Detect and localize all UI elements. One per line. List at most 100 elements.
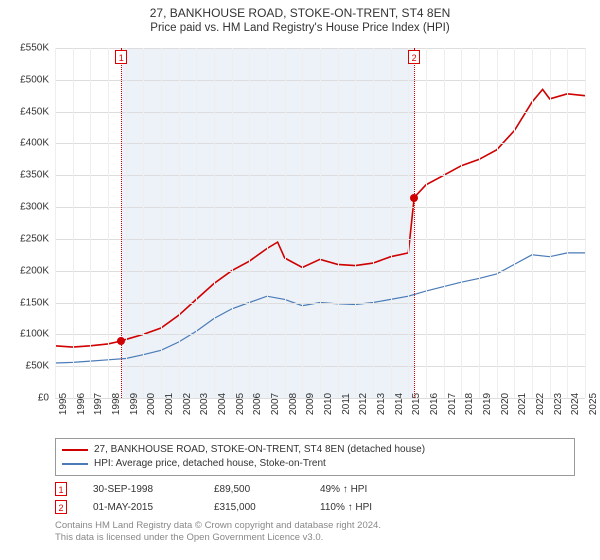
sale-pct: 49% ↑ HPI <box>320 484 367 495</box>
x-axis-label: 2008 <box>288 393 299 415</box>
sales-row: 2 01-MAY-2015 £315,000 110% ↑ HPI <box>55 498 575 516</box>
legend-row: HPI: Average price, detached house, Stok… <box>62 457 568 471</box>
y-axis-label: £100K <box>0 329 49 340</box>
gridline-v <box>532 48 533 398</box>
gridline-v <box>285 48 286 398</box>
gridline-v <box>90 48 91 398</box>
sale-pct: 110% ↑ HPI <box>320 502 372 513</box>
gridline-v <box>267 48 268 398</box>
x-axis-label: 2011 <box>341 393 352 415</box>
y-axis-label: £500K <box>0 74 49 85</box>
x-axis-label: 2018 <box>464 393 475 415</box>
gridline-v <box>444 48 445 398</box>
gridline-v <box>550 48 551 398</box>
x-axis-label: 2004 <box>217 393 228 415</box>
chart-title: 27, BANKHOUSE ROAD, STOKE-ON-TRENT, ST4 … <box>0 0 600 22</box>
y-axis-label: £250K <box>0 233 49 244</box>
y-axis-label: £400K <box>0 138 49 149</box>
gridline-v <box>249 48 250 398</box>
gridline-v <box>373 48 374 398</box>
x-axis-label: 1996 <box>76 393 87 415</box>
gridline-v <box>196 48 197 398</box>
x-axis-label: 2020 <box>500 393 511 415</box>
gridline-v <box>126 48 127 398</box>
y-axis-label: £200K <box>0 265 49 276</box>
sale-marker-line <box>414 48 415 398</box>
x-axis-label: 2001 <box>164 393 175 415</box>
gridline-v <box>585 48 586 398</box>
gridline-v <box>497 48 498 398</box>
x-axis-label: 2016 <box>429 393 440 415</box>
sale-date: 01-MAY-2015 <box>93 502 188 513</box>
legend-label: HPI: Average price, detached house, Stok… <box>94 457 326 471</box>
y-axis-label: £150K <box>0 297 49 308</box>
x-axis-label: 2013 <box>376 393 387 415</box>
x-axis-label: 1999 <box>129 393 140 415</box>
x-axis-label: 2007 <box>270 393 281 415</box>
sale-price: £89,500 <box>214 484 294 495</box>
sale-price: £315,000 <box>214 502 294 513</box>
plot-area: £0£50K£100K£150K£200K£250K£300K£350K£400… <box>55 48 585 398</box>
sale-dot-icon <box>410 194 418 202</box>
sale-marker-line <box>121 48 122 398</box>
sale-dot-icon <box>117 337 125 345</box>
y-axis-label: £0 <box>0 393 49 404</box>
gridline-v <box>426 48 427 398</box>
x-axis-label: 2022 <box>535 393 546 415</box>
x-axis-label: 2023 <box>553 393 564 415</box>
legend-box: 27, BANKHOUSE ROAD, STOKE-ON-TRENT, ST4 … <box>55 438 575 476</box>
x-axis-label: 2017 <box>447 393 458 415</box>
legend-swatch <box>62 449 88 451</box>
footer-line: This data is licensed under the Open Gov… <box>55 532 575 544</box>
x-axis-label: 2005 <box>235 393 246 415</box>
x-axis-label: 2010 <box>323 393 334 415</box>
gridline-v <box>302 48 303 398</box>
y-axis-label: £50K <box>0 361 49 372</box>
legend-swatch <box>62 463 88 465</box>
sales-row: 1 30-SEP-1998 £89,500 49% ↑ HPI <box>55 480 575 498</box>
x-axis-label: 2015 <box>411 393 422 415</box>
x-axis-label: 2003 <box>199 393 210 415</box>
x-axis-label: 2006 <box>252 393 263 415</box>
sale-marker-icon: 1 <box>55 482 67 496</box>
gridline-v <box>214 48 215 398</box>
y-axis-label: £300K <box>0 202 49 213</box>
footer-attribution: Contains HM Land Registry data © Crown c… <box>55 520 575 544</box>
x-axis-label: 1997 <box>93 393 104 415</box>
sale-date: 30-SEP-1998 <box>93 484 188 495</box>
gridline-v <box>73 48 74 398</box>
gridline-v <box>179 48 180 398</box>
gridline-v <box>320 48 321 398</box>
x-axis-label: 2021 <box>517 393 528 415</box>
gridline-v <box>479 48 480 398</box>
sales-table: 1 30-SEP-1998 £89,500 49% ↑ HPI 2 01-MAY… <box>55 480 575 516</box>
sale-marker-box: 2 <box>408 50 420 64</box>
gridline-v <box>338 48 339 398</box>
gridline-v <box>567 48 568 398</box>
x-axis-label: 2009 <box>305 393 316 415</box>
gridline-v <box>408 48 409 398</box>
sale-marker-icon: 2 <box>55 500 67 514</box>
x-axis-label: 2002 <box>182 393 193 415</box>
gridline-v <box>161 48 162 398</box>
x-axis-label: 2000 <box>146 393 157 415</box>
sale-marker-box: 1 <box>115 50 127 64</box>
footer-line: Contains HM Land Registry data © Crown c… <box>55 520 575 532</box>
x-axis-label: 2012 <box>358 393 369 415</box>
gridline-v <box>232 48 233 398</box>
gridline-v <box>461 48 462 398</box>
gridline-v <box>143 48 144 398</box>
y-axis-label: £550K <box>0 43 49 54</box>
x-axis-label: 2019 <box>482 393 493 415</box>
gridline-v <box>391 48 392 398</box>
gridline-v <box>55 48 56 398</box>
chart-subtitle: Price paid vs. HM Land Registry's House … <box>0 22 600 38</box>
x-axis-label: 2024 <box>570 393 581 415</box>
legend-row: 27, BANKHOUSE ROAD, STOKE-ON-TRENT, ST4 … <box>62 443 568 457</box>
x-axis-label: 1995 <box>58 393 69 415</box>
x-axis-label: 2014 <box>394 393 405 415</box>
y-axis-label: £350K <box>0 170 49 181</box>
gridline-v <box>355 48 356 398</box>
legend-label: 27, BANKHOUSE ROAD, STOKE-ON-TRENT, ST4 … <box>94 443 425 457</box>
y-axis-label: £450K <box>0 106 49 117</box>
